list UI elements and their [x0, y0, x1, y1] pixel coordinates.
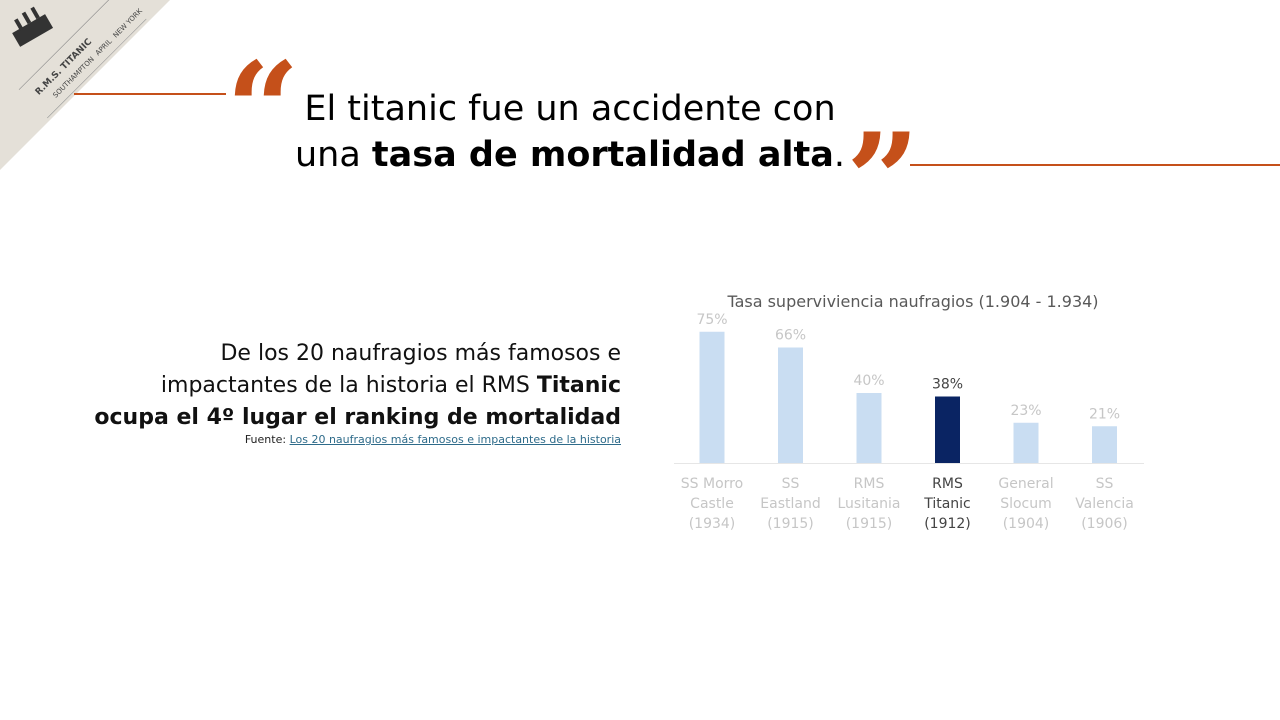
bar-0	[700, 332, 725, 463]
data-label-0: 75%	[696, 312, 727, 328]
data-label-5: 21%	[1089, 406, 1120, 422]
category-label-1: SS Eastland (1915)	[760, 476, 820, 532]
source-note: Fuente: Los 20 naufragios más famosos e …	[80, 433, 621, 446]
headline-bold-text: tasa de mortalidad alta	[372, 135, 834, 175]
decorative-rule-left	[74, 93, 226, 95]
bar-4	[1014, 423, 1039, 463]
bar-2	[857, 393, 882, 463]
bar-5	[1092, 426, 1117, 463]
data-label-2: 40%	[853, 373, 884, 389]
decorative-rule-right	[910, 164, 1280, 166]
category-label-2: RMS Lusitania (1915)	[837, 476, 900, 532]
category-label-4: General Slocum (1904)	[998, 476, 1053, 532]
headline-quote: El titanic fue un accidente con una tasa…	[280, 86, 860, 178]
data-label-3: 38%	[932, 377, 963, 393]
category-label-3: RMS Titanic (1912)	[923, 476, 971, 532]
description-text: De los 20 naufragios más famosos e impac…	[80, 338, 621, 434]
survival-rate-chart: Tasa superviviencia naufragios (1.904 - …	[660, 285, 1160, 549]
bar-1	[778, 348, 803, 464]
bar-3	[935, 397, 960, 464]
chart-title: Tasa superviviencia naufragios (1.904 - …	[726, 292, 1098, 311]
ticket-image: R.M.S. TITANIC SOUTHAMPTON APRIL NEW YOR…	[0, 0, 170, 170]
source-label: Fuente:	[245, 433, 290, 446]
category-label-5: SS Valencia (1906)	[1075, 476, 1134, 532]
data-label-4: 23%	[1010, 403, 1041, 419]
headline-period: .	[834, 135, 845, 175]
data-label-1: 66%	[775, 328, 806, 344]
source-link[interactable]: Los 20 naufragios más famosos e impactan…	[290, 433, 621, 446]
chart-svg: Tasa superviviencia naufragios (1.904 - …	[660, 285, 1160, 545]
category-label-0: SS Morro Castle (1934)	[681, 476, 743, 532]
